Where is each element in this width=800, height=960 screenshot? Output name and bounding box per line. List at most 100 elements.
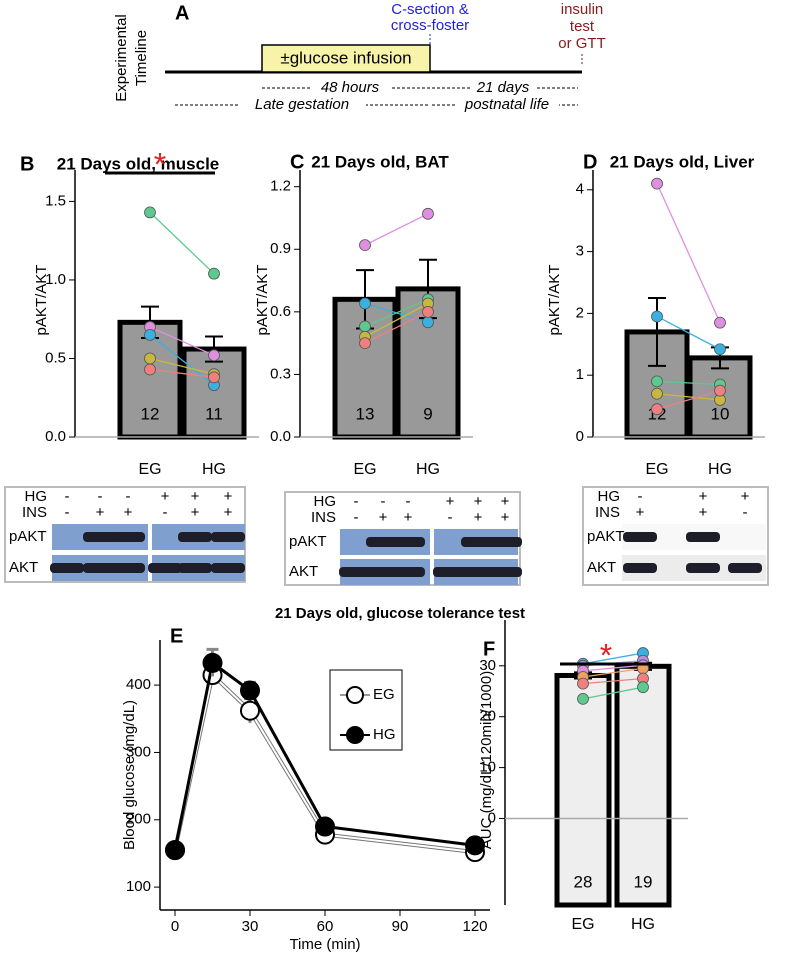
band	[83, 532, 117, 542]
treatment-sign: +	[124, 504, 133, 521]
paired-line	[656, 315, 721, 350]
treatment-sign: -	[381, 493, 386, 510]
x-tick-label: HG	[708, 461, 732, 478]
band	[391, 537, 425, 547]
legend-label: HG	[373, 726, 396, 743]
span-label: 48 hours	[321, 79, 380, 96]
band	[111, 563, 145, 573]
treatment-sign: +	[474, 493, 483, 510]
event-label: insulin	[561, 1, 604, 18]
treatment-sign: -	[163, 504, 168, 521]
band	[461, 537, 495, 547]
panel-label: F	[483, 638, 495, 660]
y-tick-label: 1.2	[270, 178, 291, 195]
paired-line	[656, 393, 721, 401]
y-tick-label: 2	[576, 304, 584, 321]
chart-title: 21 Days old, muscle	[57, 154, 220, 173]
y-tick-label: 0.5	[45, 349, 66, 366]
row-label: INS	[22, 504, 47, 521]
band	[391, 567, 425, 577]
y-tick-label: 0.0	[45, 428, 66, 445]
x-tick-label: 30	[242, 918, 259, 935]
x-tick-label: HG	[416, 461, 440, 478]
paired-line	[656, 390, 721, 410]
band	[211, 532, 245, 542]
y-tick-label: 0.9	[270, 240, 291, 257]
data-point	[359, 337, 371, 350]
band	[461, 567, 495, 577]
significance-mark: *	[154, 146, 166, 182]
y-tick-label: 0.0	[270, 428, 291, 445]
treatment-sign: -	[65, 488, 70, 505]
y-tick-label: 1.5	[45, 192, 66, 209]
treatment-sign: +	[501, 493, 510, 510]
error-bar	[648, 296, 666, 367]
treatment-sign: -	[638, 488, 643, 505]
legend-label: EG	[373, 686, 395, 703]
x-tick-label: 90	[392, 918, 409, 935]
timeline: A Experimental Timeline ±glucose infusio…	[113, 1, 606, 113]
x-tick-label: EG	[138, 461, 161, 478]
x-tick-label: HG	[202, 461, 226, 478]
paired-line	[149, 326, 215, 356]
n-label: 19	[634, 872, 653, 891]
timeline-label: Timeline	[133, 30, 150, 86]
row-label: INS	[595, 504, 620, 521]
band	[488, 537, 522, 547]
row-label: HG	[598, 488, 621, 505]
data-point	[651, 375, 663, 388]
section-title: 21 Days old, glucose tolerance test	[275, 605, 525, 622]
band-label: pAKT	[587, 528, 625, 545]
data-point	[422, 305, 434, 318]
bar	[554, 672, 612, 908]
marker	[240, 700, 260, 721]
n-label: 13	[356, 404, 375, 423]
data-point	[144, 329, 156, 341]
data-point	[651, 403, 663, 416]
panel-label: B	[20, 153, 34, 175]
n-label: 12	[141, 404, 160, 423]
x-tick-label: 60	[317, 918, 334, 935]
data-point	[359, 239, 371, 251]
band-label: AKT	[9, 559, 38, 576]
timeline-label: Experimental	[113, 14, 130, 102]
x-axis-label: Time (min)	[289, 936, 360, 953]
paired-line	[582, 667, 644, 678]
band	[433, 567, 467, 577]
treatment-sign: -	[448, 509, 453, 526]
treatment-sign: +	[741, 488, 750, 505]
y-tick-label: 20	[479, 708, 496, 725]
span-label: 21 days	[476, 79, 530, 96]
paired-line	[582, 677, 644, 685]
treatment-sign: +	[699, 488, 708, 505]
treatment-sign: +	[224, 504, 233, 521]
label-bg	[310, 80, 390, 96]
y-tick-label: 300	[126, 743, 151, 760]
treatment-sign: +	[501, 509, 510, 526]
data-point	[577, 677, 589, 690]
band	[178, 563, 212, 573]
paired-line	[582, 652, 644, 665]
data-point	[651, 177, 663, 190]
data-point	[422, 316, 434, 329]
band	[178, 532, 212, 542]
treatment-sign: +	[474, 509, 483, 526]
label-bg	[455, 97, 559, 113]
x-tick-label: 0	[171, 918, 179, 935]
data-point	[144, 206, 156, 219]
paired-line	[364, 298, 429, 328]
band	[83, 563, 117, 573]
data-point	[359, 297, 371, 310]
paired-line	[149, 368, 215, 378]
y-axis-label: Blood glucose (mg/dL)	[121, 700, 138, 850]
event-label: cross-foster	[391, 17, 469, 34]
period-label: postnatal life	[464, 96, 549, 113]
band-label: AKT	[289, 563, 318, 580]
treatment-sign: +	[636, 504, 645, 521]
y-tick-label: 10	[479, 759, 496, 776]
n-label: 10	[711, 404, 730, 423]
data-point	[651, 387, 663, 400]
treatment-sign: +	[191, 488, 200, 505]
panel-label: D	[583, 151, 597, 173]
